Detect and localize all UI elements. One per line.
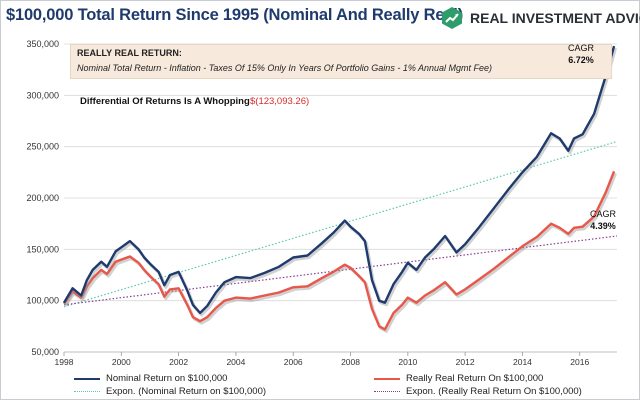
annotation-box-body: Nominal Total Return - Inflation - Taxes… [77,63,493,73]
cagr-real-value: 4.39% [590,221,616,231]
cagr-real-label: CAGR [590,209,617,219]
y-tick-label: 300,000 [26,90,59,100]
brand: REAL INVESTMENT ADVICE [440,6,640,30]
chart-series [62,45,618,333]
x-tick-label: 1998 [55,357,74,367]
y-tick-label: 150,000 [26,244,59,254]
legend-label-real: Really Real Return On $100,000 [406,373,544,384]
legend-item-nominal-trend: Expon. (Nominal Return on $100,000) [74,386,266,397]
cagr-nominal-label: CAGR [568,43,595,53]
growth-chart-logo-icon [442,7,462,29]
x-tick-label: 2004 [226,357,245,367]
legend-item-nominal: Nominal Return on $100,000 [74,373,227,384]
chart-title: $100,000 Total Return Since 1995 (Nomina… [6,6,463,24]
cagr-nominal-annotation: CAGR 6.72% [568,42,594,66]
legend-item-real-trend: Expon. (Really Real Return On $100,000) [374,386,582,397]
y-tick-label: 50,000 [31,347,59,357]
x-tick-label: 2006 [284,357,303,367]
series-line-nominal [62,45,616,315]
chart-grid [64,43,617,353]
y-tick-label: 100,000 [26,296,59,306]
series-line-real-shadow [64,172,617,333]
x-tick-label: 2008 [341,357,360,367]
y-tick-label: 200,000 [26,193,59,203]
differential-label: Differential Of Returns Is A Whopping [80,96,250,107]
x-tick-label: 2000 [112,357,131,367]
cagr-nominal-value: 6.72% [568,55,594,65]
x-tick-label: 2016 [570,357,589,367]
x-tick-label: 2002 [169,357,188,367]
legend-label-nominal: Nominal Return on $100,000 [106,373,228,384]
brand-name: REAL INVESTMENT ADVICE [470,10,640,26]
x-tick-label: 2012 [456,357,475,367]
y-axis: 50,000 100,000 150,000 200,000 250,000 300,00… [26,39,59,357]
annotation-box-title: REALLY REAL RETURN: [77,48,182,58]
legend-label-nominal-trend: Expon. (Nominal Return on $100,000) [106,386,267,397]
annotation-box: REALLY REAL RETURN: Nominal Total Return… [70,44,612,79]
y-tick-label: 250,000 [26,142,59,152]
legend-swatch-nominal [74,377,100,380]
x-tick-label: 2014 [513,357,532,367]
legend-label-real-trend: Expon. (Really Real Return On $100,000) [406,386,582,397]
x-axis: 1998 2000 2002 2004 2006 2008 2010 2012 2014 2016 [55,351,617,367]
legend-item-real: Really Real Return On $100,000 [374,373,543,384]
series-line-real [63,170,616,331]
differential-value: $(123,093.26) [250,96,310,107]
cagr-real-annotation: CAGR 4.39% [590,208,616,232]
legend-swatch-nominal-trend [74,391,100,392]
x-tick-label: 2010 [398,357,417,367]
y-tick-label: 350,000 [26,39,59,49]
legend-swatch-real-trend [374,391,400,392]
legend-swatch-real [374,377,400,380]
